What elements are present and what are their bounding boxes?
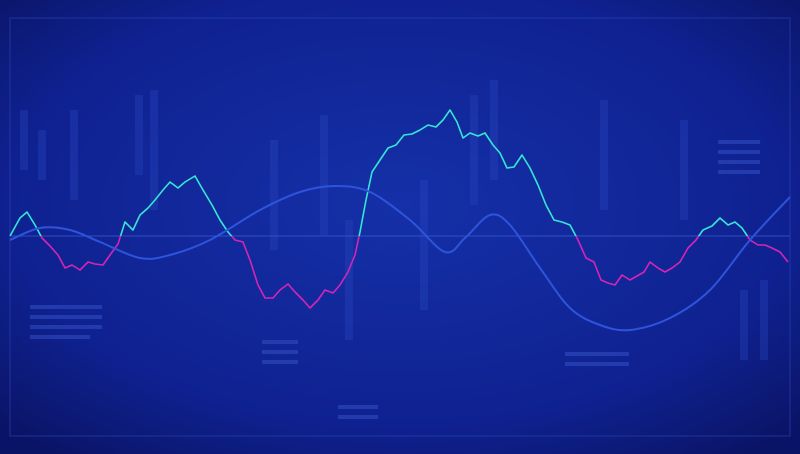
price-line [9,109,789,309]
decor-candles [20,80,768,360]
decor-bars [30,140,760,419]
frame [9,17,791,437]
smooth-line [9,185,791,332]
